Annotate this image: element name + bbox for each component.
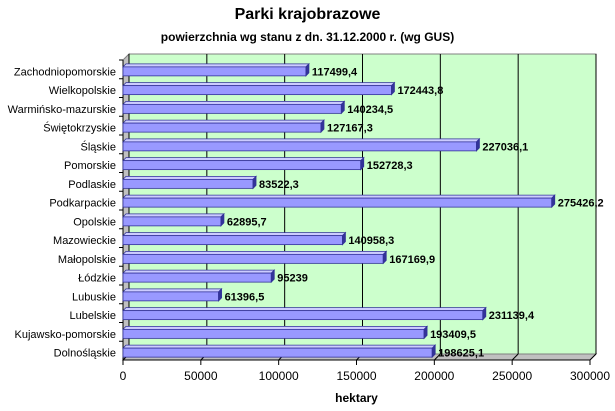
category-label: Mazowieckie [53,235,116,247]
bar-side [320,119,325,134]
category-label: Lubuskie [72,291,116,303]
bar [122,253,384,264]
category-label: Kujawsko-pomorskie [15,329,116,341]
data-label: 167169,9 [389,254,435,266]
bar-side [218,287,222,302]
bar [122,66,307,77]
bar-top [122,288,223,293]
category-label: Podkarpackie [49,198,116,210]
bar-side [270,269,275,284]
category-label: Zachodniopomorskie [14,66,116,78]
data-label: 117499,4 [312,66,358,78]
data-label: 172443,8 [397,85,443,97]
data-label: 198625,1 [438,348,484,360]
bar-side [382,250,387,265]
bar [122,310,484,321]
bar [122,197,553,208]
category-label: Pomorskie [64,160,116,172]
bar-side [252,175,257,190]
bar [122,272,272,283]
bar-top [122,344,437,349]
x-tick-label: 100000 [259,369,299,383]
data-label: 83522,3 [259,179,299,191]
bar-side [482,306,487,321]
gridline-floor [589,353,597,361]
bar [122,216,222,227]
chart-subtitle: powierzchnia wg stanu z dn. 31.12.2000 r… [160,30,455,44]
data-label: 61396,5 [225,291,265,303]
bar-top [122,194,556,199]
data-label: 275426,2 [558,198,604,210]
category-label: Opolskie [73,216,116,228]
x-tick-label: 150000 [336,369,376,383]
bar [122,141,477,152]
data-label: 95239 [277,273,308,285]
bar [122,235,343,246]
gridline-floor [511,353,519,361]
x-tick-label: 0 [120,369,127,383]
data-label: 127167,3 [327,123,373,135]
bar [122,85,392,96]
x-tick-label: 300000 [570,369,610,383]
bar-side [305,62,310,77]
category-label: Podlaskie [68,179,116,191]
data-label: 231139,4 [489,310,535,322]
bar-side [476,137,480,152]
category-label: Małopolskie [58,254,116,266]
bar-top [122,119,325,124]
category-label: Wielkopolskie [49,85,116,97]
bar-side [342,231,346,246]
bar [122,328,425,339]
x-axis-title: hektary [335,391,378,405]
data-label: 152728,3 [367,160,413,172]
bar-side [551,194,556,209]
bar-side [340,100,345,115]
bar-top [122,269,276,274]
bar-side [360,156,365,171]
bar [122,347,433,358]
bar [122,291,219,302]
bar-top [122,63,310,68]
bar-top [122,232,347,237]
category-label: Świętokrzyskie [43,122,116,135]
bar-top [122,250,388,255]
x-tick-label: 200000 [414,369,454,383]
chart-title: Parki krajobrazowe [234,6,381,23]
data-label: 140958,3 [348,235,394,247]
bar-side [423,325,428,340]
bar-side [391,81,395,96]
bar [122,103,342,114]
bar-top [122,175,257,180]
category-label: Lubelskie [70,310,116,322]
data-label: 193409,5 [430,329,476,341]
category-label: Warmińsko-mazurskie [8,104,116,116]
category-label: Dolnośląskie [54,348,116,360]
bar-side [220,212,225,227]
bar-top [122,138,481,143]
bar [122,160,362,171]
bar-top [122,82,396,87]
bar-top [122,100,346,105]
data-label: 140234,5 [347,104,393,116]
gridline-floor [433,353,441,361]
category-label: Śląskie [81,140,116,153]
bar [122,122,322,133]
bar-side [431,344,436,359]
category-label: Łódzkie [78,273,116,285]
bar [122,178,254,189]
x-tick-label: 250000 [492,369,532,383]
bar-top [122,157,365,162]
bar-top [122,213,225,218]
data-label: 62895,7 [227,216,267,228]
x-tick-label: 50000 [184,369,218,383]
bar-top [122,307,487,312]
data-label: 227036,1 [482,141,528,153]
bar-top [122,325,429,330]
